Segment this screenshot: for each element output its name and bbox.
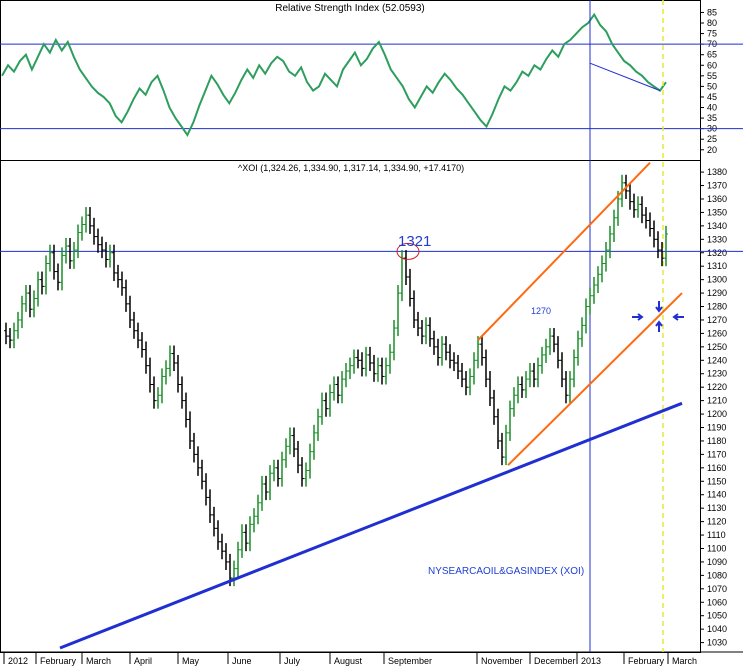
price-y-tick-label: 1250 xyxy=(707,342,727,352)
price-y-tick-label: 1210 xyxy=(707,396,727,406)
x-tick-label: February xyxy=(40,656,77,666)
price-y-tick-label: 1160 xyxy=(707,463,726,473)
x-tick-label: June xyxy=(232,656,252,666)
rsi-panel-frame xyxy=(0,0,701,161)
price-y-tick-label: 1300 xyxy=(707,275,727,285)
x-tick-label: February xyxy=(628,656,665,666)
price-title: ^XOI (1,324.26, 1,334.90, 1,317.14, 1,33… xyxy=(238,163,464,173)
price-y-tick-label: 1070 xyxy=(707,584,727,594)
price-y-tick-label: 1270 xyxy=(707,315,727,325)
price-y-tick-label: 1230 xyxy=(707,369,727,379)
price-y-tick-label: 1290 xyxy=(707,288,727,298)
annotation-1321-label: 1321 xyxy=(398,233,431,250)
price-y-tick-label: 1040 xyxy=(707,624,727,634)
price-y-tick-label: 1170 xyxy=(707,449,726,459)
price-y-tick-label: 1370 xyxy=(707,181,727,191)
x-tick-label: March xyxy=(672,656,697,666)
price-y-tick-label: 1220 xyxy=(707,382,727,392)
rsi-y-tick-label: 85 xyxy=(707,7,717,17)
price-y-tick-label: 1190 xyxy=(707,423,726,433)
rsi-y-tick-label: 50 xyxy=(707,81,717,91)
rsi-y-tick-label: 40 xyxy=(707,103,717,113)
rsi-trend-line xyxy=(589,62,661,92)
rsi-title: Relative Strength Index (52.0593) xyxy=(275,3,425,14)
x-tick-label: March xyxy=(86,656,111,666)
price-y-tick-label: 1360 xyxy=(707,194,727,204)
price-y-tick-label: 1320 xyxy=(707,248,727,258)
rsi-y-tick-label: 75 xyxy=(707,29,717,39)
price-y-tick-label: 1090 xyxy=(707,557,727,567)
price-y-tick-label: 1180 xyxy=(707,436,726,446)
channel-upper-line xyxy=(477,161,651,341)
price-y-tick-label: 1240 xyxy=(707,355,727,365)
rsi-y-tick-label: 20 xyxy=(707,145,717,155)
x-tick-label: August xyxy=(334,656,363,666)
rsi-series-line xyxy=(1,12,667,137)
price-y-tick-label: 1120 xyxy=(707,517,726,527)
price-y-tick-label: 1050 xyxy=(707,611,727,621)
peak-circle xyxy=(396,242,420,260)
index-name-label: NYSEARCAOIL&GASINDEX (XOI) xyxy=(428,566,584,577)
price-y-tick-label: 1110 xyxy=(707,530,726,540)
price-y-tick-label: 1260 xyxy=(707,328,727,338)
price-y-tick-label: 1380 xyxy=(707,167,727,177)
price-y-tick-label: 1030 xyxy=(707,638,727,648)
price-y-tick-label: 1060 xyxy=(707,597,727,607)
price-y-tick-label: 1080 xyxy=(707,570,727,580)
arrow-left-icon xyxy=(672,313,684,321)
support-trendline xyxy=(59,401,683,650)
x-tick-label: July xyxy=(284,656,301,666)
x-tick-label: 2013 xyxy=(581,656,601,666)
arrow-right-icon xyxy=(632,313,644,321)
rsi-y-tick-label: 80 xyxy=(707,18,717,28)
rsi-y-tick-label: 35 xyxy=(707,113,717,123)
price-y-tick-label: 1280 xyxy=(707,302,727,312)
x-tick-label: November xyxy=(481,656,523,666)
price-y-tick-label: 1350 xyxy=(707,207,727,217)
annotation-1270-label: 1270 xyxy=(531,306,551,316)
price-y-tick-label: 1140 xyxy=(707,490,726,500)
rsi-y-tick-label: 25 xyxy=(707,134,717,144)
x-tick-label: September xyxy=(388,656,432,666)
price-y-tick-label: 1150 xyxy=(707,476,726,486)
rsi-y-tick-label: 65 xyxy=(707,50,717,60)
price-y-tick-label: 1130 xyxy=(707,503,726,513)
price-y-tick-label: 1330 xyxy=(707,234,727,244)
price-y-tick-label: 1340 xyxy=(707,221,727,231)
x-tick-label: December xyxy=(534,656,576,666)
rsi-y-tick-label: 45 xyxy=(707,92,717,102)
price-panel-frame xyxy=(0,160,701,653)
x-tick-label: April xyxy=(134,656,152,666)
price-y-tick-label: 1100 xyxy=(707,543,726,553)
channel-lower-line xyxy=(507,292,683,466)
arrow-up-icon xyxy=(655,320,663,332)
rsi-y-tick-label: 55 xyxy=(707,71,717,81)
x-tick-label: 2012 xyxy=(8,656,28,666)
arrow-down-icon xyxy=(655,301,663,313)
x-tick-label: May xyxy=(182,656,200,666)
rsi-y-tick-label: 60 xyxy=(707,60,717,70)
price-y-tick-label: 1200 xyxy=(707,409,727,419)
price-y-tick-label: 1310 xyxy=(707,261,727,271)
